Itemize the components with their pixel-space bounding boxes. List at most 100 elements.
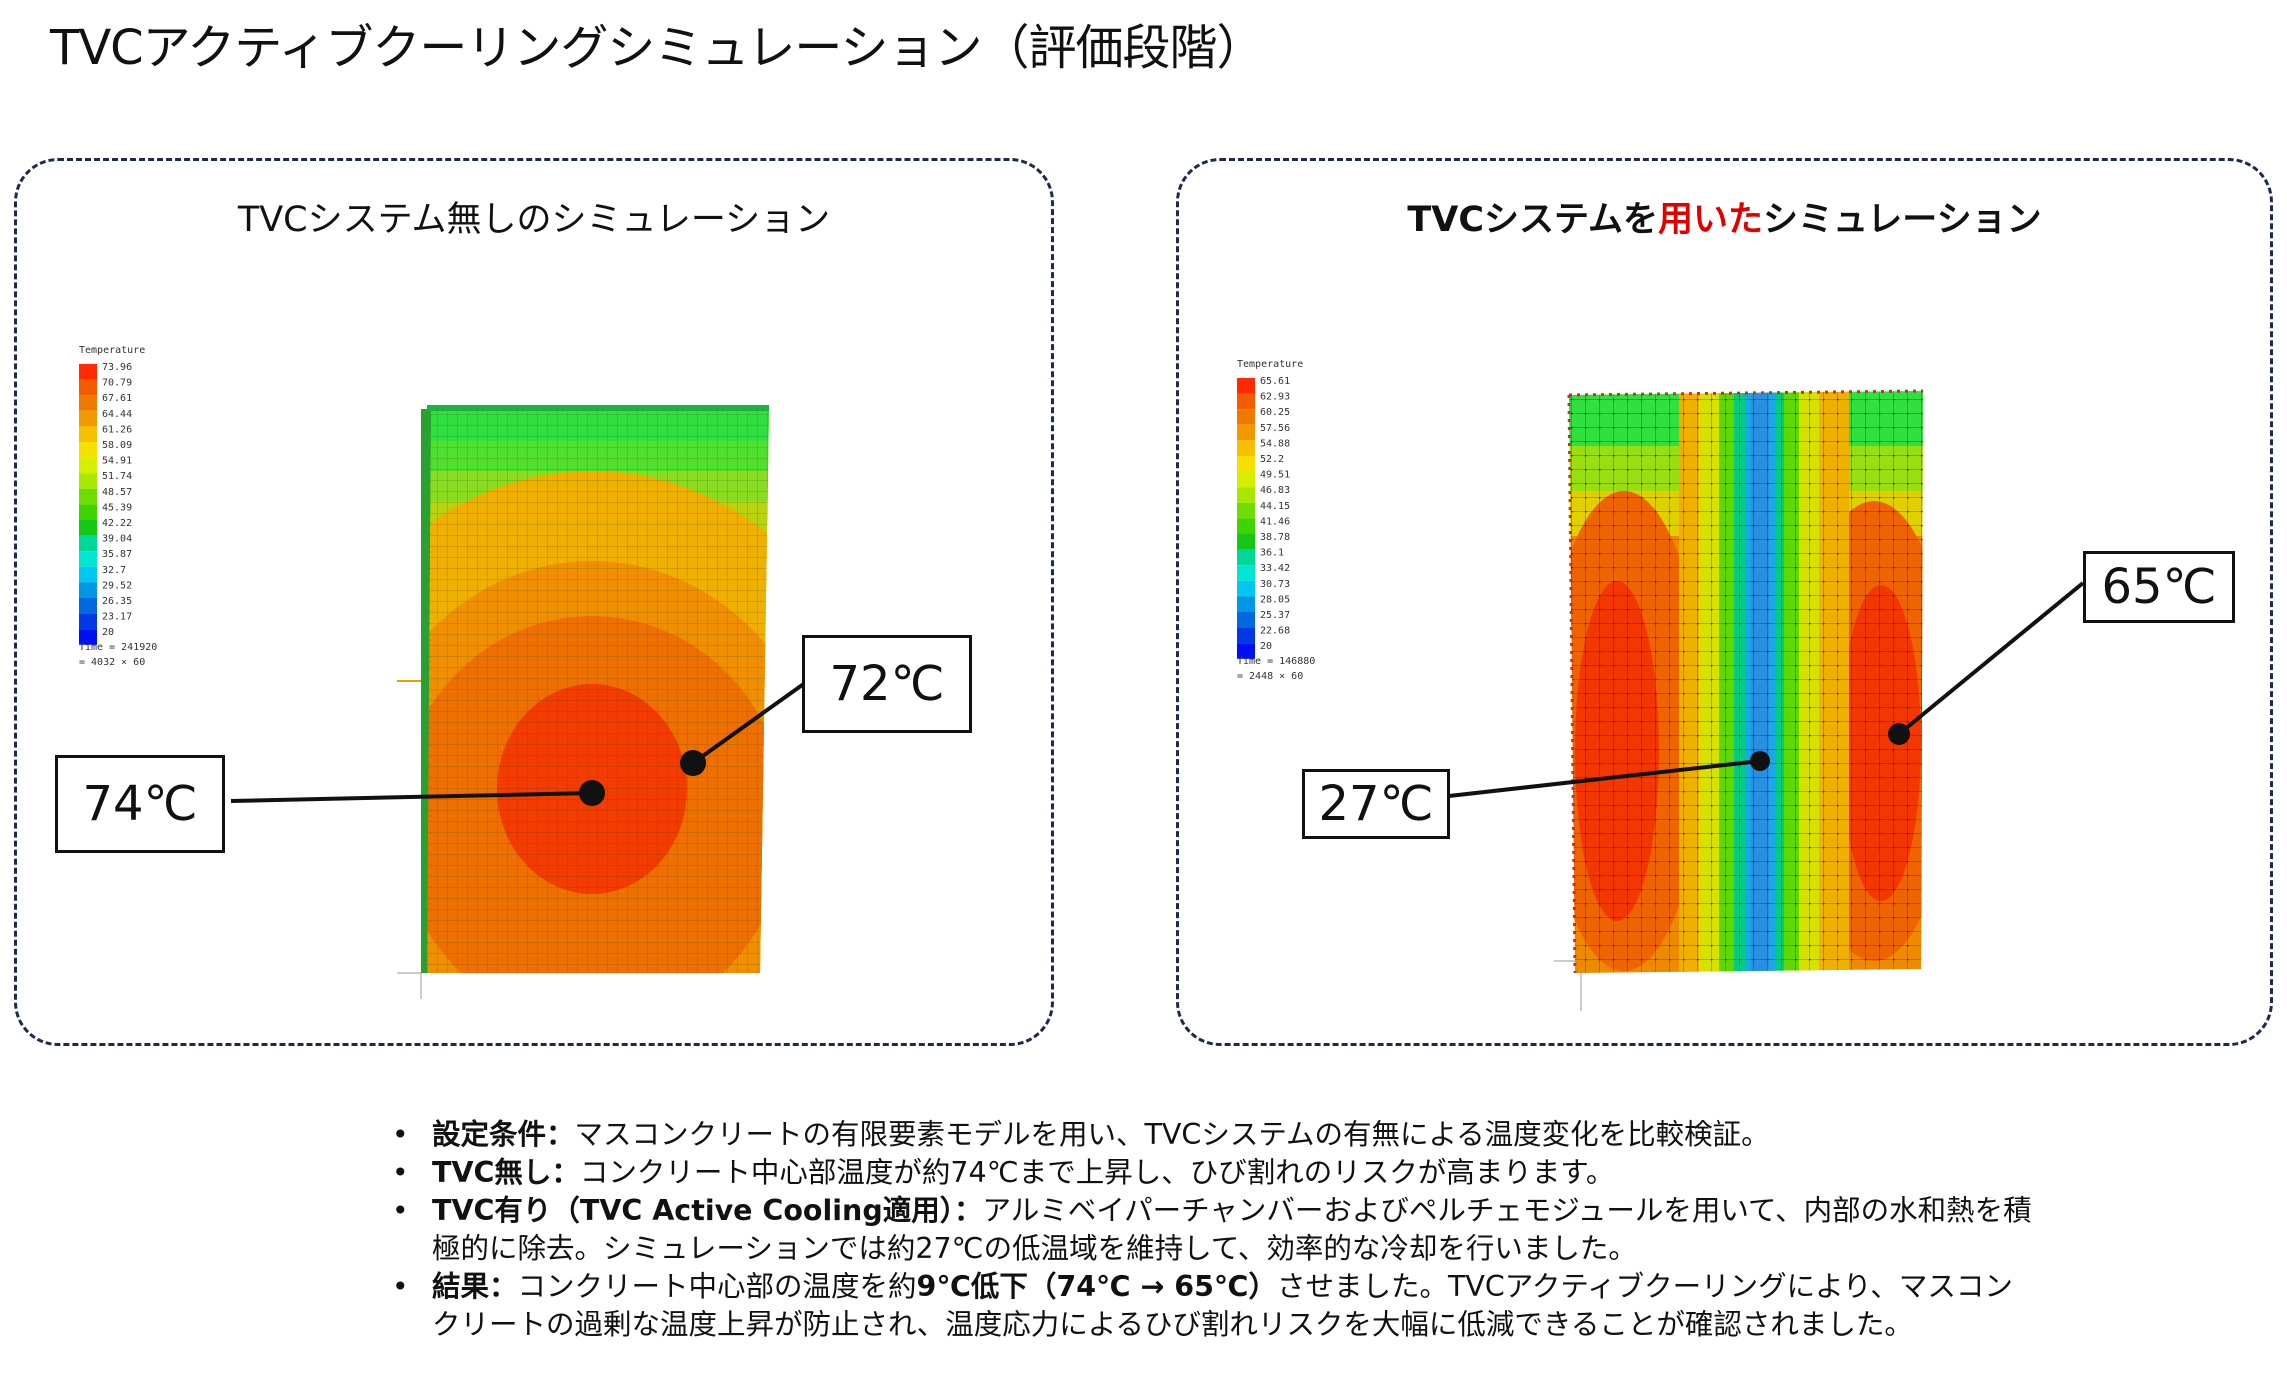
legend-value: 48.57: [102, 487, 132, 498]
note-text: コンクリート中心部温度が約74℃まで上昇し、ひび割れのリスクが高まります。: [579, 1156, 1615, 1189]
legend-swatch: [1237, 518, 1255, 534]
legend-swatch: [79, 598, 97, 614]
legend-value: 39.04: [102, 534, 132, 545]
legend-swatch: [1237, 612, 1255, 628]
legend-value: 65.61: [1260, 376, 1290, 387]
legend-swatch: [79, 379, 97, 396]
legend-value: 23.17: [102, 612, 132, 623]
legend-value: 44.15: [1260, 501, 1290, 512]
legend-swatch: [79, 520, 97, 536]
legend-value: 51.74: [102, 471, 132, 482]
temperature-contour: [421, 409, 769, 973]
legend-swatch: [79, 551, 97, 567]
legend-swatch: [1237, 502, 1255, 519]
legend-swatch: [79, 535, 97, 552]
legend-swatch: [79, 488, 97, 505]
legend-value: 36.1: [1260, 548, 1284, 559]
legend-value: 45.39: [102, 502, 132, 513]
legend-title: Temperature: [1237, 359, 1303, 370]
legend-value: 29.52: [102, 580, 132, 591]
legend-swatch: [1237, 565, 1255, 581]
legend-value: 38.78: [1260, 532, 1290, 543]
legend-swatch: [79, 442, 97, 458]
legend-value: 20: [1260, 641, 1272, 652]
note-text: マスコンクリートの有限要素モデルを用い、TVCシステムの有無による温度変化を比較…: [574, 1118, 1770, 1151]
note-conditions: 設定条件：マスコンクリートの有限要素モデルを用い、TVCシステムの有無による温度…: [392, 1116, 2032, 1154]
panel-without-tvc: TVCシステム無しのシミュレーション Temperature 73.96 70.7…: [14, 158, 1054, 1046]
legend-swatch: [1237, 393, 1255, 410]
note-label: TVC無し：: [432, 1156, 580, 1189]
time-label: Time = 146880: [1237, 656, 1315, 667]
legend-value: 22.68: [1260, 626, 1290, 637]
legend-swatch: [1237, 424, 1255, 441]
legend-value: 70.79: [102, 378, 132, 389]
note-without-tvc: TVC無し：コンクリート中心部温度が約74℃まで上昇し、ひび割れのリスクが高まり…: [392, 1154, 2032, 1192]
legend-value: 41.46: [1260, 516, 1290, 527]
legend-value: 32.7: [102, 565, 126, 576]
note-label: 結果：: [432, 1270, 518, 1303]
legend-value: 54.88: [1260, 438, 1290, 449]
legend-swatch: [1237, 409, 1255, 425]
legend-value: 57.56: [1260, 423, 1290, 434]
time-label: Time = 241920: [79, 642, 157, 653]
panel-title-highlight: 用いた: [1657, 200, 1763, 240]
time-label-sub: = 2448 × 60: [1237, 671, 1303, 682]
legend-value: 67.61: [102, 393, 132, 404]
callout-center-temp: 74℃: [55, 755, 225, 853]
legend-swatch: [1237, 534, 1255, 550]
callout-right-temp: 65℃: [2083, 551, 2235, 623]
legend-value: 49.51: [1260, 470, 1290, 481]
note-text: アルミベイパーチャンバーおよびペルチェモジュールを用いて、内部の水和熱を積極的に…: [432, 1194, 2032, 1265]
legend-value: 62.93: [1260, 392, 1290, 403]
legend-value: 54.91: [102, 456, 132, 467]
legend-swatch: [79, 582, 97, 598]
panel-with-tvc: TVCシステムを用いたシミュレーション Temperature 65.61 62.…: [1176, 158, 2273, 1046]
legend-swatch: [79, 566, 97, 583]
note-label: 設定条件：: [432, 1118, 575, 1151]
note-text: させました。TVCアクティブクーリングにより、マスコンクリートの過剰な温度上昇が…: [432, 1270, 2013, 1341]
note-label: TVC有り（TVC Active Cooling適用）：: [432, 1194, 983, 1227]
legend-swatch: [79, 504, 97, 520]
legend-swatch: [79, 629, 97, 645]
legend-swatch: [1237, 440, 1255, 456]
legend-swatch: [1237, 378, 1255, 394]
notes-list: 設定条件：マスコンクリートの有限要素モデルを用い、TVCシステムの有無による温度…: [392, 1116, 2032, 1344]
panel-title-part3: シミュレーション: [1763, 200, 2042, 240]
legend-value: 42.22: [102, 518, 132, 529]
legend-swatch: [1237, 487, 1255, 503]
legend-value: 60.25: [1260, 407, 1290, 418]
note-highlight: 9℃低下（74℃ → 65℃）: [916, 1270, 1277, 1303]
legend-swatch: [79, 613, 97, 630]
legend-swatch: [79, 473, 97, 489]
legend-swatch: [79, 364, 97, 380]
note-result: 結果：コンクリート中心部の温度を約9℃低下（74℃ → 65℃）させました。TV…: [392, 1268, 2032, 1344]
panel-title-with-tvc: TVCシステムを用いたシミュレーション: [1179, 191, 2270, 242]
temperature-legend: 73.96 70.79 67.61 64.44 61.26 58.09 54.91 51.74…: [79, 362, 132, 645]
legend-value: 61.26: [102, 424, 132, 435]
panel-title-without-tvc: TVCシステム無しのシミュレーション: [237, 200, 831, 240]
legend-value: 52.2: [1260, 454, 1284, 465]
callout-mid-temp: 72℃: [802, 635, 972, 733]
temperature-legend: 65.61 62.93 60.25 57.56 54.88 52.2 49.51 46.83 4…: [1237, 376, 1290, 659]
legend-swatch: [1237, 580, 1255, 597]
callout-center-temp: 27℃: [1302, 769, 1450, 839]
legend-swatch: [79, 410, 97, 427]
note-text: コンクリート中心部の温度を約: [517, 1270, 917, 1303]
legend-swatch: [1237, 643, 1255, 659]
legend-swatch: [1237, 596, 1255, 612]
legend-title: Temperature: [79, 345, 145, 356]
legend-value: 73.96: [102, 362, 132, 373]
legend-swatch: [1237, 471, 1255, 488]
legend-value: 35.87: [102, 549, 132, 560]
legend-swatch: [79, 395, 97, 411]
legend-value: 25.37: [1260, 610, 1290, 621]
legend-value: 30.73: [1260, 579, 1290, 590]
legend-swatch: [1237, 549, 1255, 566]
legend-value: 26.35: [102, 596, 132, 607]
legend-value: 58.09: [102, 440, 132, 451]
legend-value: 20: [102, 627, 114, 638]
legend-value: 46.83: [1260, 485, 1290, 496]
temperature-contour: [1569, 391, 1923, 973]
page-title: TVCアクティブクーリングシミュレーション（評価段階）: [50, 20, 1264, 76]
legend-value: 33.42: [1260, 563, 1290, 574]
